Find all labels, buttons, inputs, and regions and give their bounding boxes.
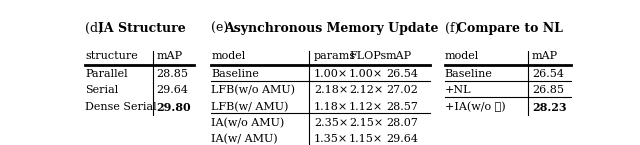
Text: Baseline: Baseline [445, 69, 492, 79]
Text: 2.35×: 2.35× [314, 118, 348, 128]
Text: 29.80: 29.80 [157, 102, 191, 113]
Text: FLOPs: FLOPs [349, 51, 386, 61]
Text: 26.54: 26.54 [532, 69, 564, 79]
Text: 28.57: 28.57 [386, 102, 418, 112]
Text: Compare to NL: Compare to NL [458, 22, 563, 35]
Text: 29.64: 29.64 [386, 134, 418, 144]
Text: mAP: mAP [386, 51, 412, 61]
Text: Baseline: Baseline [211, 69, 259, 79]
Text: 1.12×: 1.12× [349, 102, 383, 112]
Text: IA(w/o AMU): IA(w/o AMU) [211, 118, 285, 128]
Text: 26.54: 26.54 [386, 69, 418, 79]
Text: 28.23: 28.23 [532, 102, 566, 113]
Text: LFB(w/o AMU): LFB(w/o AMU) [211, 85, 296, 96]
Text: mAP: mAP [532, 51, 558, 61]
Text: Parallel: Parallel [85, 69, 127, 79]
Text: 2.15×: 2.15× [349, 118, 383, 128]
Text: 1.00×: 1.00× [314, 69, 348, 79]
Text: LFB(w/ AMU): LFB(w/ AMU) [211, 102, 289, 112]
Text: +NL: +NL [445, 85, 471, 95]
Text: 1.00×: 1.00× [349, 69, 383, 79]
Text: structure: structure [85, 51, 138, 61]
Text: +IA(w/o ℳ): +IA(w/o ℳ) [445, 102, 505, 112]
Text: mAP: mAP [157, 51, 182, 61]
Text: 2.18×: 2.18× [314, 85, 348, 95]
Text: (d): (d) [85, 22, 107, 35]
Text: 2.12×: 2.12× [349, 85, 383, 95]
Text: IA Structure: IA Structure [98, 22, 186, 35]
Text: params: params [314, 51, 356, 61]
Text: (e): (e) [211, 22, 233, 35]
Text: Asynchronous Memory Update: Asynchronous Memory Update [225, 22, 439, 35]
Text: 1.35×: 1.35× [314, 134, 348, 144]
Text: 27.02: 27.02 [386, 85, 418, 95]
Text: 28.07: 28.07 [386, 118, 418, 128]
Text: 28.85: 28.85 [157, 69, 189, 79]
Text: (f): (f) [445, 22, 463, 35]
Text: IA(w/ AMU): IA(w/ AMU) [211, 134, 278, 144]
Text: model: model [211, 51, 246, 61]
Text: 1.18×: 1.18× [314, 102, 348, 112]
Text: Dense Serial: Dense Serial [85, 102, 157, 112]
Text: model: model [445, 51, 479, 61]
Text: 26.85: 26.85 [532, 85, 564, 95]
Text: Serial: Serial [85, 85, 118, 95]
Text: 1.15×: 1.15× [349, 134, 383, 144]
Text: 29.64: 29.64 [157, 85, 189, 95]
